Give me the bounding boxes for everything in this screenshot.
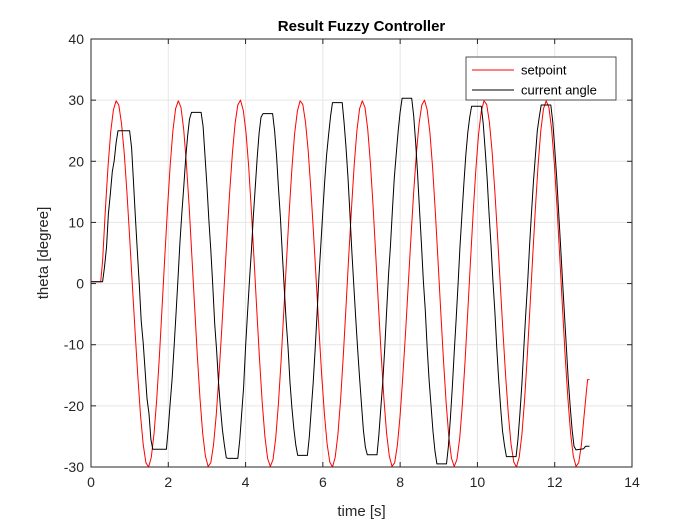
chart-title: Result Fuzzy Controller	[278, 18, 446, 35]
x-tick-label: 4	[242, 474, 250, 490]
x-tick-label: 6	[319, 474, 327, 490]
x-tick-label: 10	[470, 474, 486, 490]
y-tick-label: 10	[68, 214, 84, 230]
y-tick-label: -10	[64, 337, 84, 353]
legend-box	[465, 56, 617, 101]
y-tick-label: -30	[64, 459, 84, 475]
series-lines	[91, 97, 590, 468]
x-tick-label: 12	[547, 474, 563, 490]
x-tick-label: 0	[87, 474, 95, 490]
y-tick-label: 30	[68, 92, 84, 108]
axes-box	[90, 38, 633, 468]
series-line-setpoint	[91, 99, 590, 468]
x-tick-label: 2	[164, 474, 172, 490]
y-tick-label: -20	[64, 398, 84, 414]
y-axis-label: theta [degree]	[35, 207, 52, 300]
series-line-current-angle	[91, 97, 590, 465]
x-tick-label: 14	[624, 474, 640, 490]
legend-label-current-angle: current angle	[521, 83, 597, 98]
legend-label-setpoint: setpoint	[521, 63, 567, 78]
ticks: 0 2 4 6 8 10 12 14 -30 -20 -10 0 10 20 30 40	[64, 31, 640, 490]
y-tick-label: 20	[68, 153, 84, 169]
y-tick-label: 0	[76, 276, 84, 292]
x-axis-label: time [s]	[337, 503, 385, 520]
x-tick-label: 8	[396, 474, 404, 490]
y-tick-label: 40	[68, 31, 84, 47]
legend: setpoint current angle	[465, 56, 617, 101]
